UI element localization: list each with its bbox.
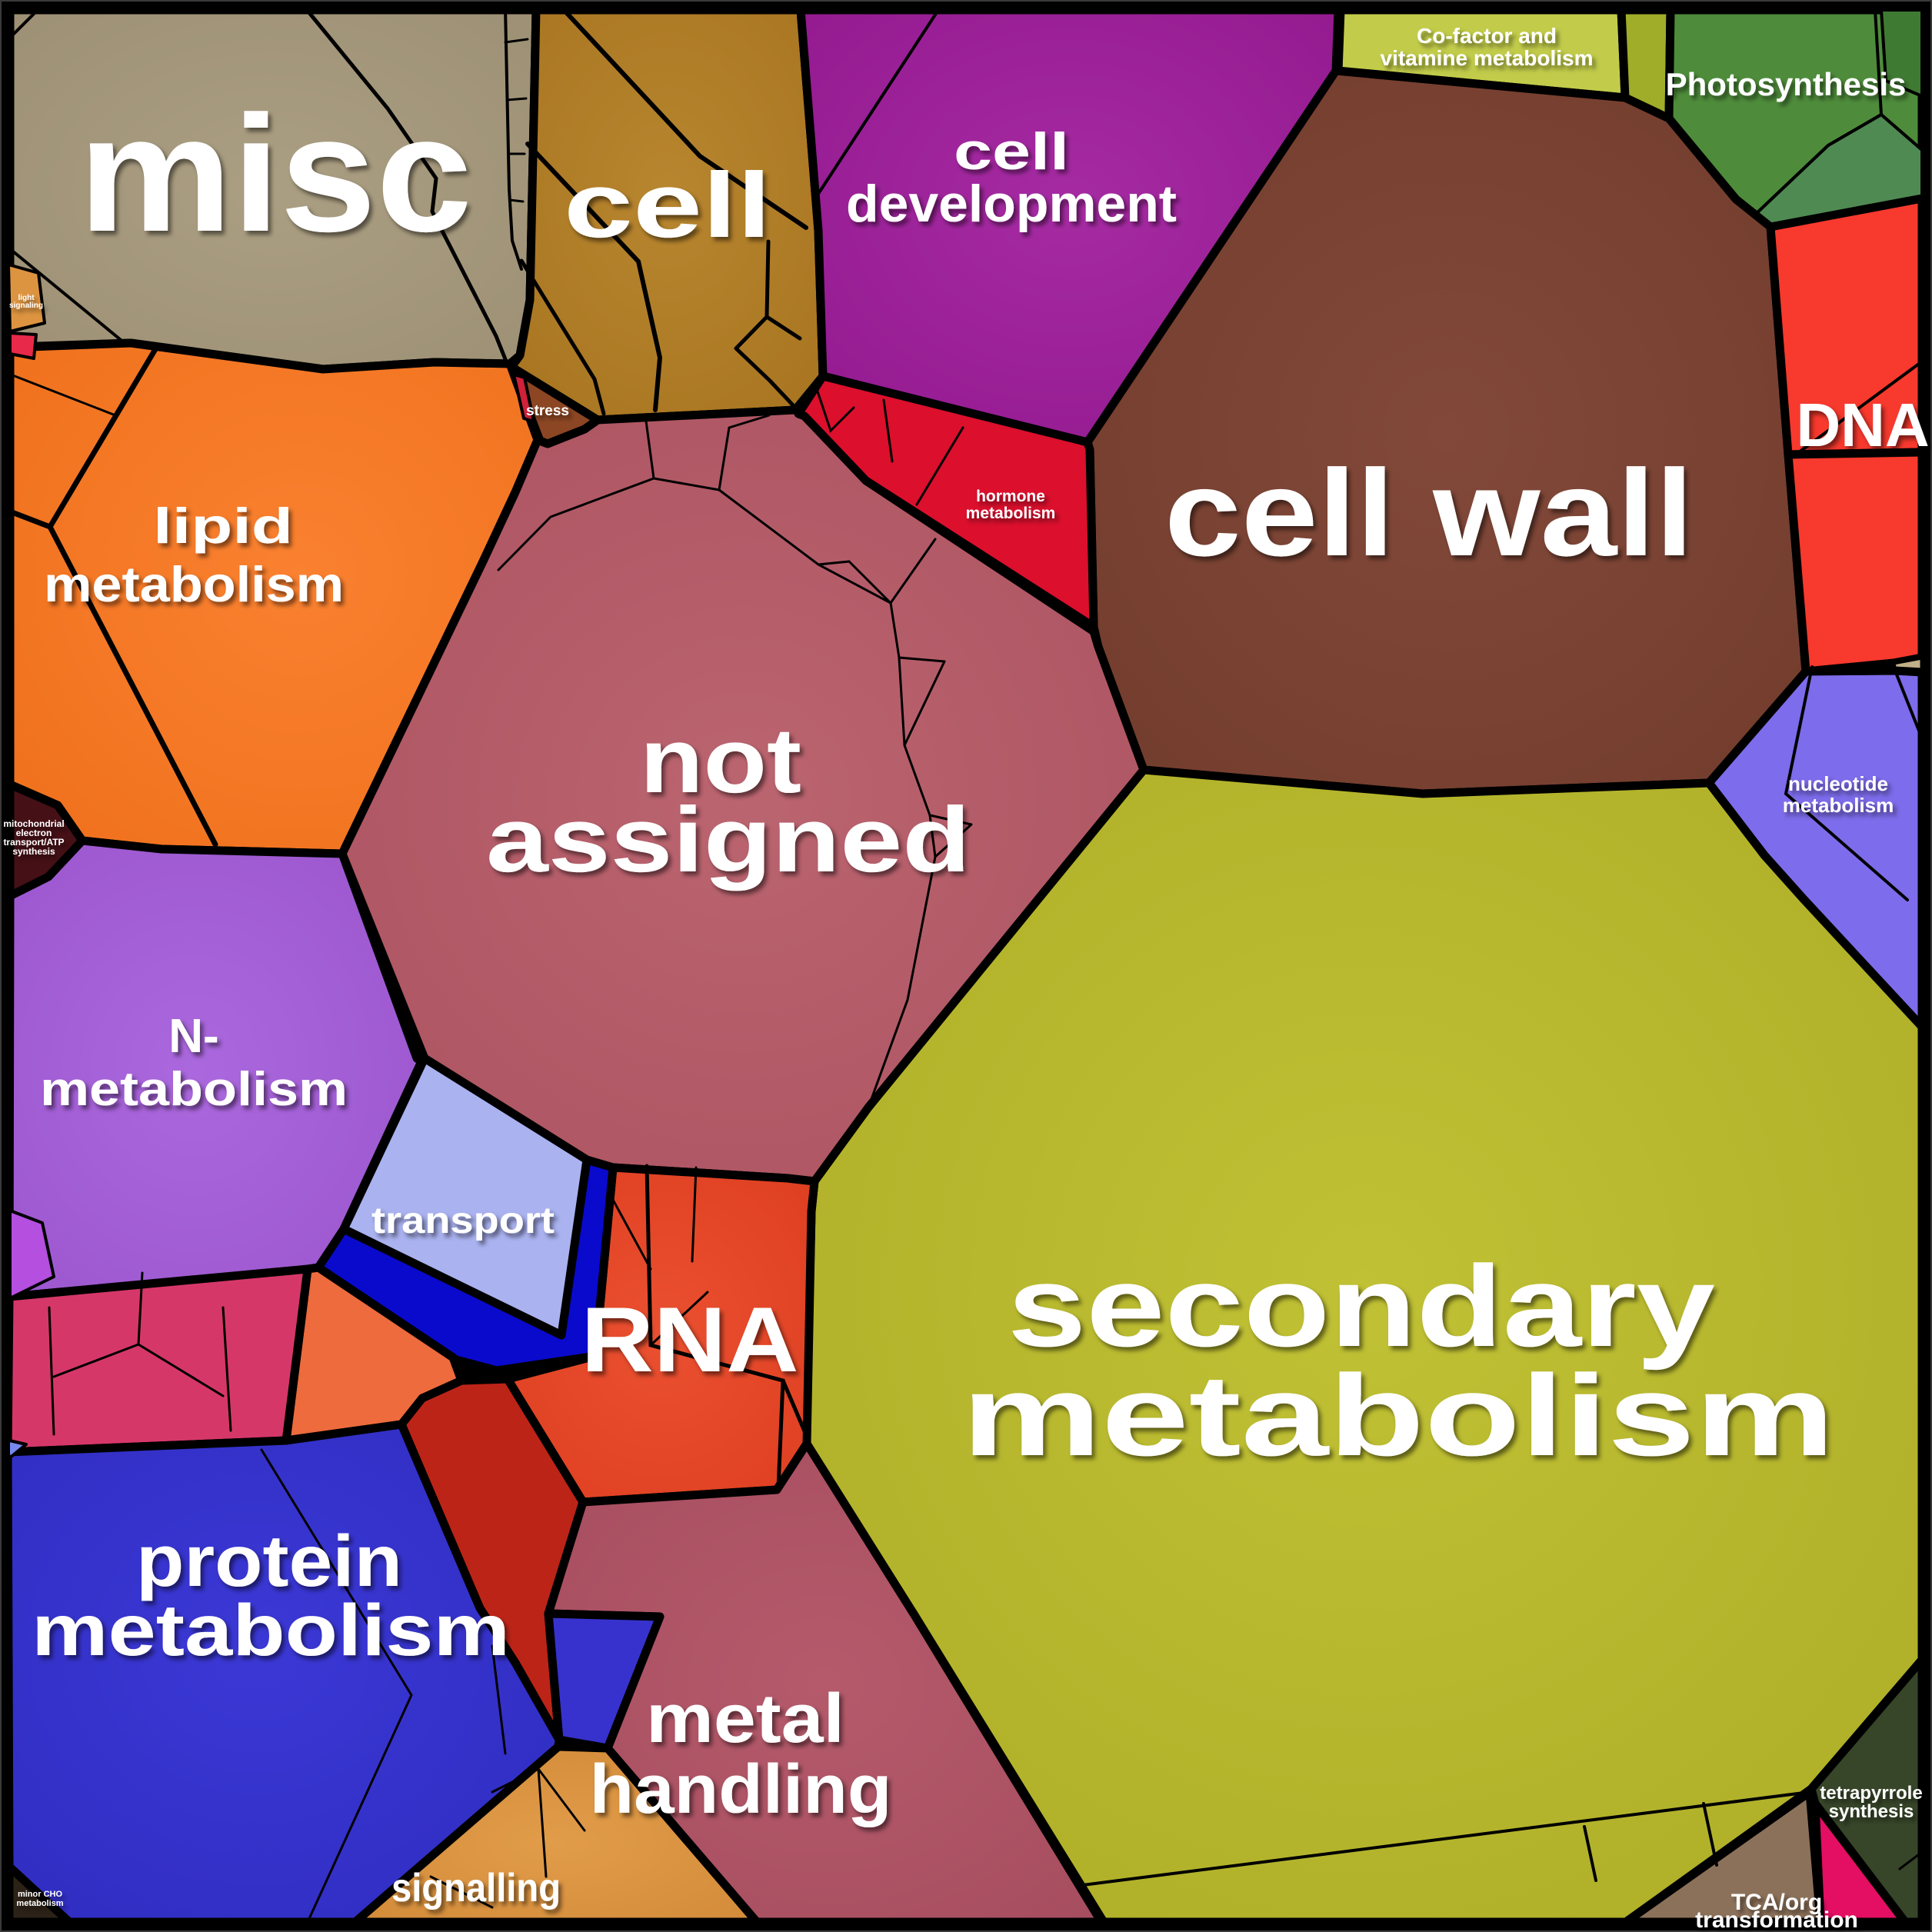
svg-text:synthesis: synthesis [1829, 1801, 1914, 1822]
svg-text:stress: stress [526, 403, 569, 419]
svg-text:vitamine metabolism: vitamine metabolism [1381, 46, 1594, 70]
svg-text:metabolism: metabolism [16, 1899, 63, 1908]
svg-text:metabolism: metabolism [44, 556, 344, 612]
svg-text:synthesis: synthesis [12, 846, 55, 857]
svg-text:Co-factor and: Co-factor and [1417, 24, 1557, 48]
svg-text:lipid: lipid [153, 498, 293, 554]
svg-text:hormone: hormone [976, 488, 1045, 505]
svg-text:RNA: RNA [581, 1288, 799, 1391]
svg-text:minor CHO: minor CHO [18, 1890, 63, 1899]
svg-text:misc: misc [78, 81, 472, 266]
svg-text:cell wall: cell wall [1164, 444, 1694, 581]
svg-text:N-: N- [168, 1010, 218, 1063]
svg-text:light: light [18, 294, 35, 302]
svg-text:TCA/org: TCA/org [1731, 1890, 1822, 1915]
svg-text:assigned: assigned [486, 788, 971, 891]
svg-text:metabolism: metabolism [962, 1351, 1835, 1480]
svg-text:cell: cell [954, 122, 1069, 181]
svg-text:protein: protein [136, 1521, 402, 1602]
svg-text:signaling: signaling [9, 301, 43, 310]
svg-text:Photosynthesis: Photosynthesis [1666, 66, 1907, 102]
svg-text:tetrapyrrole: tetrapyrrole [1820, 1783, 1922, 1804]
svg-text:transformation: transformation [1695, 1907, 1858, 1932]
svg-text:secondary: secondary [1008, 1241, 1715, 1371]
svg-text:DNA: DNA [1796, 391, 1929, 459]
svg-text:metabolism: metabolism [32, 1590, 510, 1671]
svg-text:handling: handling [590, 1751, 892, 1828]
svg-text:metal: metal [646, 1681, 844, 1757]
svg-text:electron: electron [16, 828, 52, 838]
svg-text:mitochondrial: mitochondrial [3, 818, 64, 829]
svg-text:not: not [640, 709, 801, 812]
svg-text:transport: transport [371, 1201, 555, 1241]
svg-text:nucleotide: nucleotide [1788, 772, 1888, 795]
svg-text:transport/ATP: transport/ATP [3, 837, 64, 848]
svg-text:development: development [846, 175, 1177, 233]
svg-text:metabolism: metabolism [40, 1063, 348, 1116]
svg-text:signalling: signalling [391, 1866, 561, 1910]
svg-text:metabolism: metabolism [966, 505, 1056, 522]
svg-text:metabolism: metabolism [1783, 794, 1894, 817]
svg-text:cell: cell [564, 154, 771, 257]
